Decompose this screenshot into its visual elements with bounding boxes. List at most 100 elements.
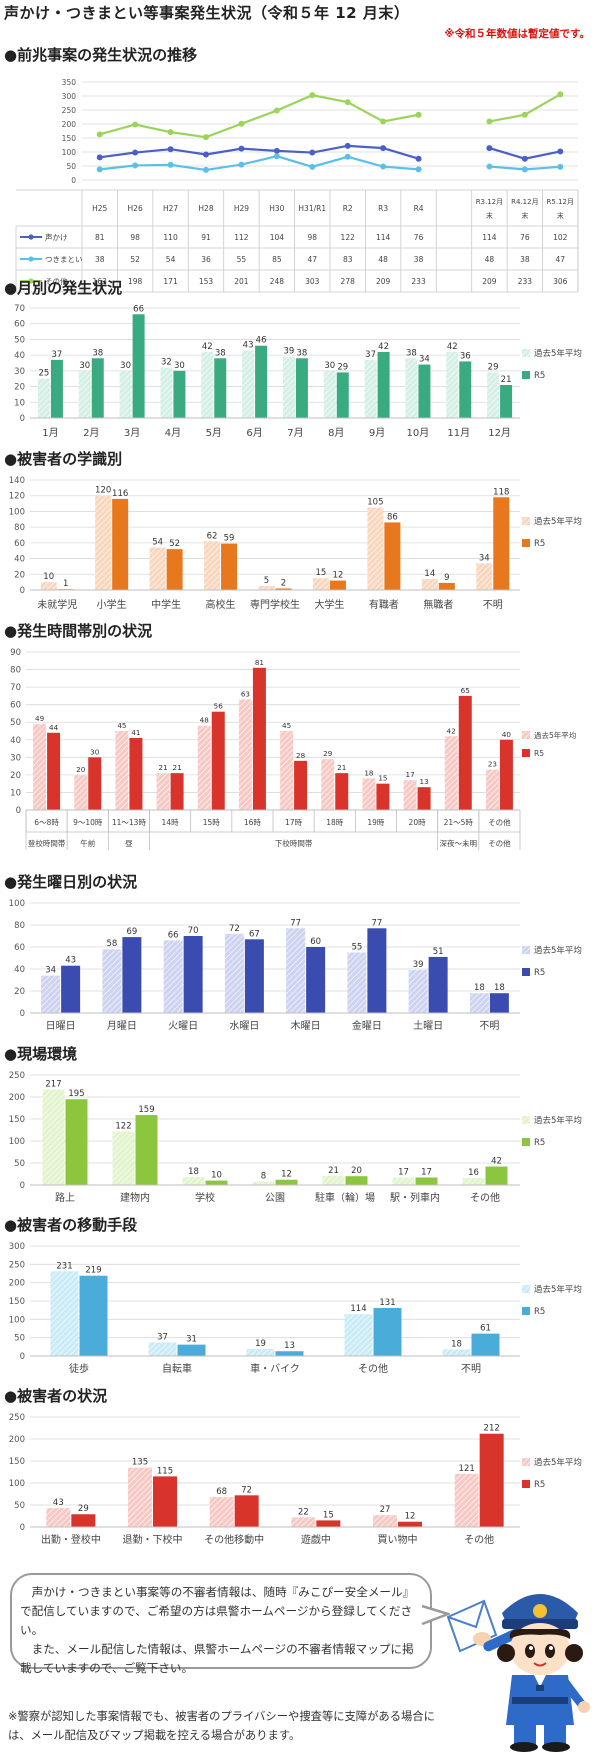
category-label: 末 bbox=[486, 211, 493, 220]
bar bbox=[362, 778, 376, 810]
y-tick-label: 40 bbox=[14, 555, 25, 565]
data-label: 63 bbox=[241, 689, 250, 698]
category-label: 17時 bbox=[285, 818, 303, 827]
footnote: ※警察が認知した事案情報でも、被害者のプライバシーや捜査等に支障がある場合には、… bbox=[8, 1710, 435, 1742]
y-tick-label: 60 bbox=[14, 943, 25, 953]
y-tick-label: 0 bbox=[71, 176, 76, 185]
bar bbox=[479, 1433, 504, 1527]
data-label: 12 bbox=[281, 1170, 292, 1180]
data-label: 303 bbox=[305, 277, 320, 286]
legend-swatch bbox=[28, 234, 34, 240]
data-label: 41 bbox=[131, 728, 140, 737]
data-point bbox=[415, 111, 422, 118]
bar bbox=[177, 1344, 206, 1356]
bar bbox=[242, 350, 255, 418]
bar bbox=[321, 759, 335, 810]
bar bbox=[95, 495, 112, 590]
bar bbox=[376, 783, 390, 810]
bar bbox=[408, 970, 428, 1013]
bar bbox=[246, 1349, 275, 1356]
bar bbox=[344, 1314, 373, 1356]
data-label: 98 bbox=[308, 233, 318, 242]
bar bbox=[295, 358, 308, 418]
category-label: 5月 bbox=[206, 427, 222, 439]
data-label: 110 bbox=[163, 233, 178, 242]
category-label: 火曜日 bbox=[168, 1020, 198, 1032]
y-tick-label: 80 bbox=[14, 921, 25, 931]
provisional-note: ※令和５年数値は暫定値です。 bbox=[444, 28, 590, 40]
data-point bbox=[557, 148, 564, 155]
data-label: 120 bbox=[95, 486, 111, 496]
data-label: 212 bbox=[484, 1424, 500, 1434]
y-tick-label: 100 bbox=[9, 1137, 25, 1147]
data-label: 122 bbox=[341, 233, 356, 242]
data-label: 104 bbox=[270, 233, 285, 242]
data-point bbox=[132, 162, 139, 169]
bar bbox=[33, 723, 47, 810]
category-label: 18時 bbox=[326, 818, 344, 827]
data-label: 17 bbox=[406, 770, 415, 779]
data-label: 47 bbox=[556, 255, 566, 264]
data-label: 42 bbox=[202, 342, 213, 352]
data-label: 20 bbox=[76, 765, 86, 774]
y-tick-label: 50 bbox=[14, 1501, 25, 1511]
y-tick-label: 200 bbox=[9, 1093, 25, 1103]
y-tick-label: 30 bbox=[14, 367, 25, 377]
data-label: 30 bbox=[79, 361, 90, 371]
data-label: 65 bbox=[461, 686, 470, 695]
category-label: 19時 bbox=[367, 818, 385, 827]
category-label: 駐車（輪）場 bbox=[315, 1191, 375, 1204]
data-point bbox=[238, 161, 245, 168]
category-label: 公園 bbox=[265, 1192, 285, 1204]
data-point bbox=[309, 92, 316, 99]
bar bbox=[148, 1342, 177, 1356]
bar bbox=[128, 1467, 152, 1527]
y-tick-label: 250 bbox=[9, 1413, 25, 1423]
bar bbox=[421, 579, 438, 590]
data-label: 102 bbox=[553, 233, 568, 242]
category-label: R3 bbox=[378, 204, 388, 213]
data-point bbox=[380, 118, 387, 125]
legend-label: 声かけ bbox=[45, 232, 68, 242]
data-label: 39 bbox=[284, 347, 295, 357]
y-tick-label: 0 bbox=[20, 1181, 25, 1191]
bar bbox=[163, 940, 183, 1013]
category-label: 建物内 bbox=[120, 1191, 150, 1204]
section-title-trend: ●前兆事案の発生状況の推移 bbox=[4, 46, 198, 64]
data-label: 46 bbox=[256, 336, 267, 346]
bar bbox=[166, 549, 183, 590]
data-label: 81 bbox=[255, 658, 264, 667]
info-text: 声かけ・つきまとい事案等の不審者情報は、随時『みこぴー安全メール』で配信していま… bbox=[20, 1583, 416, 1678]
data-label: 34 bbox=[419, 355, 430, 365]
data-label: 114 bbox=[376, 233, 391, 242]
y-tick-label: 150 bbox=[9, 1457, 25, 1467]
category-label: 3月 bbox=[124, 427, 140, 439]
bar bbox=[252, 667, 266, 810]
data-label: 159 bbox=[138, 1105, 154, 1115]
data-point bbox=[557, 163, 564, 170]
data-point bbox=[167, 129, 174, 136]
y-tick-label: 0 bbox=[20, 1009, 25, 1019]
legend-swatch bbox=[522, 349, 530, 357]
data-label: 9 bbox=[444, 573, 449, 583]
bar bbox=[485, 769, 499, 810]
data-label: 17 bbox=[398, 1168, 409, 1178]
data-label: 69 bbox=[126, 927, 137, 937]
bar bbox=[41, 975, 61, 1013]
y-tick-label: 200 bbox=[9, 1435, 25, 1445]
data-label: 38 bbox=[215, 348, 226, 358]
bar bbox=[275, 1179, 298, 1185]
legend-label: R5 bbox=[534, 539, 545, 549]
category-label: R4 bbox=[414, 204, 424, 213]
data-point bbox=[96, 154, 103, 161]
data-point bbox=[521, 111, 528, 118]
category-label: その他 bbox=[464, 1533, 494, 1546]
category-label: H26 bbox=[128, 204, 143, 213]
data-label: 91 bbox=[201, 233, 211, 242]
data-label: 17 bbox=[421, 1168, 432, 1178]
bar bbox=[446, 352, 459, 418]
data-label: 116 bbox=[112, 489, 128, 499]
bar bbox=[205, 1180, 228, 1185]
section-title-place: ●現場環境 bbox=[4, 1045, 78, 1063]
data-point bbox=[273, 153, 280, 160]
